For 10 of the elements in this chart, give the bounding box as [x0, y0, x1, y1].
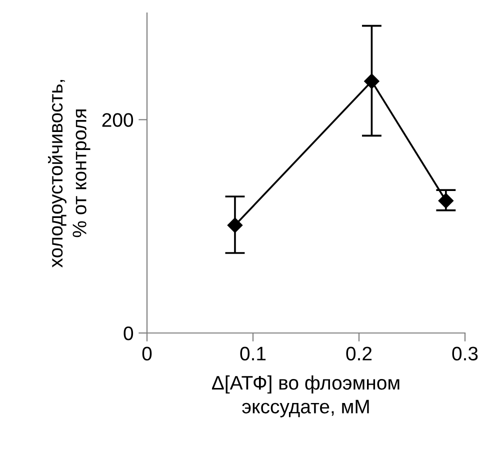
y-axis-title: холодоустойчивость, % от контроля: [48, 80, 90, 268]
point: [364, 74, 380, 89]
x-tick-label: 0.3: [452, 346, 478, 360]
point: [227, 218, 243, 233]
x-tick-label: 0.2: [346, 346, 372, 360]
x-tick-label: 0: [142, 346, 152, 360]
x-tick-label: 0.1: [240, 346, 266, 360]
point: [438, 193, 454, 208]
x-axis-title: Δ[АТФ] во флоэмном экссудате, мМ: [212, 375, 400, 418]
y-tick-label: 200: [102, 113, 134, 127]
